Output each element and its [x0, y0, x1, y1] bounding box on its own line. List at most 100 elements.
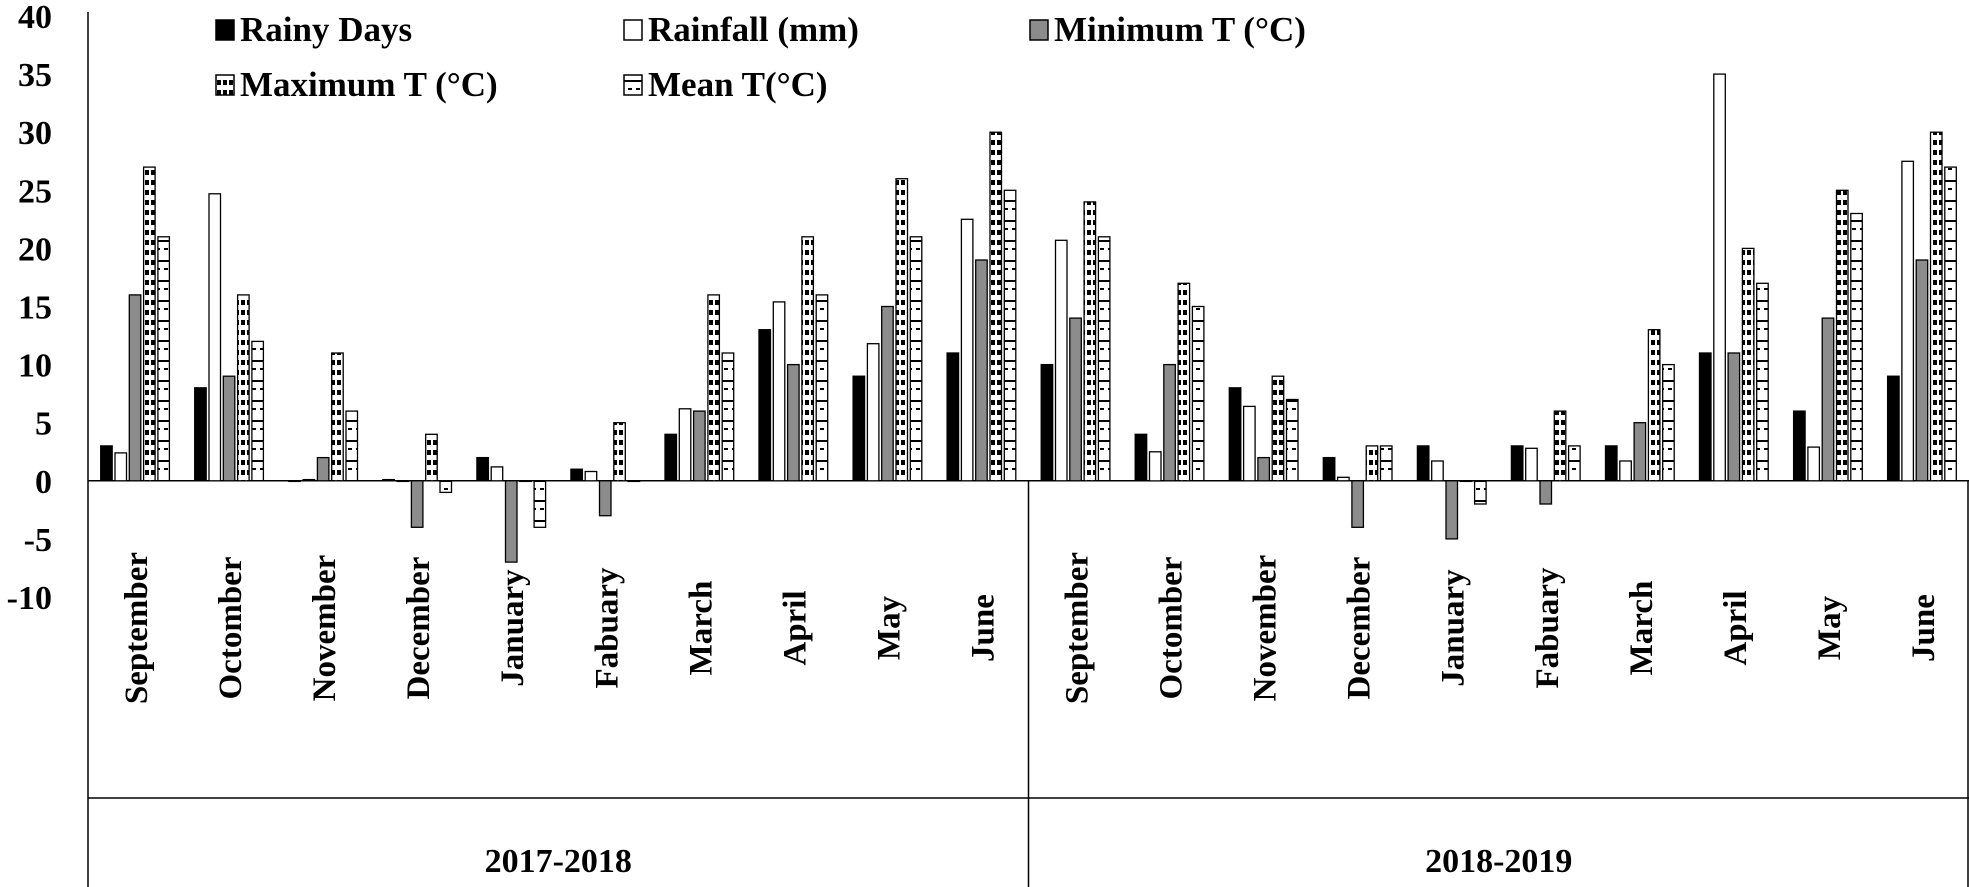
legend-swatch-mean-t	[623, 74, 643, 96]
legend-entry-minimum-t: Minimum T (°C)	[1029, 10, 1306, 49]
category-label-may: May	[1812, 595, 1848, 660]
bar-minimum-t-c-may	[1821, 317, 1835, 482]
bar-rainfall-mm-june	[1901, 160, 1915, 482]
bar-maximum-t-c-june	[1929, 131, 1943, 482]
bar-minimum-t-c-octomber	[222, 375, 236, 482]
legend-label-rainfall: Rainfall (mm)	[648, 10, 859, 49]
bar-rainfall-mm-november	[1242, 405, 1256, 482]
bar-rainy-days-fabuary	[1510, 445, 1524, 482]
bar-rainy-days-april	[758, 329, 772, 482]
bar-mean-t-c-november	[1285, 398, 1299, 482]
bar-rainfall-mm-fabuary	[1525, 447, 1538, 482]
bar-mean-t-c-march	[721, 352, 735, 482]
bar-mean-t-c-fabuary	[627, 480, 641, 483]
legend-swatch-rainy-days	[215, 19, 235, 41]
category-label-january: January	[1436, 569, 1472, 687]
bar-rainy-days-december	[1322, 456, 1336, 482]
y-tick-label: 25	[18, 173, 52, 210]
bar-rainy-days-november	[288, 480, 301, 483]
category-label-september: September	[1060, 552, 1096, 704]
bar-minimum-t-c-december	[1351, 480, 1365, 528]
bar-rainy-days-june	[946, 352, 960, 482]
category-label-november: November	[1248, 555, 1284, 702]
bar-rainfall-mm-april	[772, 301, 786, 482]
bar-minimum-t-c-april	[786, 363, 800, 482]
y-tick-label: 30	[18, 115, 52, 152]
bar-mean-t-c-september	[1097, 236, 1111, 482]
category-label-april: April	[777, 590, 813, 665]
bar-mean-t-c-december	[439, 480, 453, 494]
bar-maximum-t-c-november	[331, 352, 344, 482]
category-label-may: May	[871, 595, 907, 660]
y-tick-label: 35	[18, 57, 52, 94]
legend-entry-rainy-days: Rainy Days	[215, 10, 412, 49]
category-label-june: June	[1906, 594, 1942, 662]
bar-minimum-t-c-octomber	[1163, 363, 1176, 482]
category-label-december: December	[401, 557, 437, 700]
bar-rainfall-mm-september	[114, 452, 128, 482]
bar-maximum-t-c-april	[801, 236, 815, 482]
category-label-september: September	[119, 552, 155, 704]
bar-rainfall-mm-march	[1619, 460, 1632, 482]
bar-rainfall-mm-fabuary	[584, 470, 598, 482]
legend: Rainy Days Rainfall (mm) Minimum T (°C) …	[215, 10, 1306, 104]
bar-maximum-t-c-octomber	[236, 294, 250, 482]
group-label-2018-2019: 2018-2019	[1425, 843, 1572, 880]
category-label-june: June	[965, 594, 1001, 662]
bar-maximum-t-c-september	[142, 166, 156, 482]
bar-rainy-days-december	[382, 478, 395, 482]
legend-label-mean-t: Mean T(°C)	[648, 65, 828, 104]
bar-minimum-t-c-september	[1069, 317, 1082, 482]
bar-maximum-t-c-december	[1365, 445, 1379, 482]
bar-mean-t-c-octomber	[251, 340, 265, 482]
bar-mean-t-c-december	[1379, 445, 1393, 482]
bar-mean-t-c-april	[815, 294, 829, 482]
bar-minimum-t-c-march	[1633, 422, 1647, 482]
bar-maximum-t-c-may	[1835, 189, 1849, 482]
bar-maximum-t-c-september	[1083, 201, 1097, 482]
bar-minimum-t-c-march	[692, 410, 706, 482]
bar-rainfall-mm-octomber	[1148, 451, 1162, 482]
bar-rainy-days-octomber	[194, 387, 207, 482]
bar-mean-t-c-march	[1662, 363, 1675, 482]
category-label-octomber: Octomber	[213, 557, 249, 700]
bar-rainfall-mm-may	[866, 343, 880, 482]
bar-rainfall-mm-september	[1054, 239, 1068, 482]
bar-maximum-t-c-march	[707, 294, 721, 482]
bar-rainfall-mm-december	[1336, 476, 1350, 482]
bar-maximum-t-c-november	[1271, 375, 1285, 482]
bar-rainfall-mm-octomber	[208, 193, 222, 482]
bar-rainfall-mm-march	[678, 408, 692, 482]
bar-minimum-t-c-december	[410, 480, 424, 528]
category-label-octomber: Octomber	[1154, 557, 1190, 700]
legend-swatch-minimum-t	[1029, 19, 1049, 41]
bar-mean-t-c-may	[909, 236, 923, 482]
category-label-march: March	[683, 581, 719, 676]
legend-label-rainy-days: Rainy Days	[240, 10, 412, 49]
bar-rainy-days-octomber	[1134, 433, 1148, 482]
bar-rainy-days-september	[100, 445, 113, 482]
bar-minimum-t-c-june	[1915, 259, 1929, 482]
bar-minimum-t-c-fabuary	[598, 480, 612, 517]
axis-layer	[87, 12, 1969, 887]
bar-mean-t-c-may	[1850, 212, 1863, 482]
bar-rainy-days-june	[1886, 375, 1900, 482]
category-label-november: November	[307, 555, 343, 702]
bar-rainfall-mm-april	[1713, 73, 1726, 482]
bar-minimum-t-c-january	[1445, 480, 1459, 540]
category-label-december: December	[1342, 557, 1378, 700]
bar-minimum-t-c-november	[1257, 456, 1271, 482]
bar-mean-t-c-september	[157, 236, 171, 482]
bar-maximum-t-c-march	[1647, 329, 1661, 482]
bar-mean-t-c-octomber	[1191, 305, 1205, 482]
bar-maximum-t-c-octomber	[1177, 282, 1191, 482]
legend-entry-rainfall: Rainfall (mm)	[623, 10, 859, 49]
y-tick-label: 20	[18, 231, 52, 268]
bar-maximum-t-c-fabuary	[1553, 410, 1567, 482]
bar-rainy-days-may	[852, 375, 866, 482]
bar-rainfall-mm-may	[1807, 446, 1821, 482]
y-tick-label: 10	[18, 348, 52, 385]
bar-mean-t-c-june	[1003, 189, 1017, 482]
bar-minimum-t-c-may	[881, 305, 894, 482]
